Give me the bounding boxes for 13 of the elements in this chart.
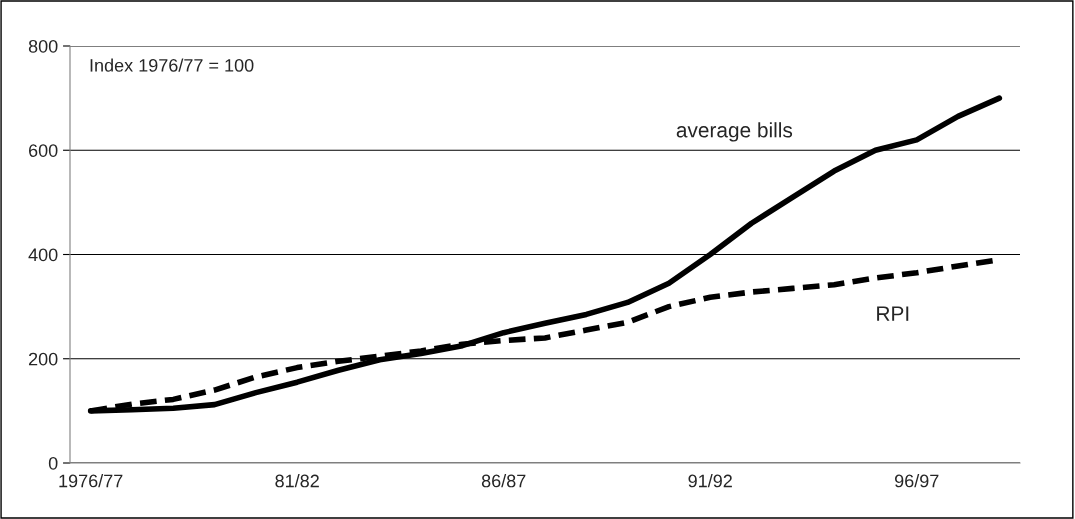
y-tick-label: 0 xyxy=(48,456,58,470)
y-tick-label: 800 xyxy=(28,39,58,53)
series-label: RPI xyxy=(877,306,909,321)
x-tick-label: 86/87 xyxy=(481,474,526,488)
y-tick-label: 600 xyxy=(28,144,58,157)
y-tick-label: 200 xyxy=(28,352,58,366)
x-tick-label: 91/92 xyxy=(688,474,732,488)
x-tick-label: 96/97 xyxy=(895,474,939,488)
text: average bills xyxy=(676,122,793,142)
x-tick-label: 81/82 xyxy=(275,474,319,488)
y-tick-label: 400 xyxy=(28,248,58,262)
x-tick-label: 1976/77 xyxy=(59,474,123,488)
annotation: Index 1976/77 = 100 xyxy=(90,58,254,72)
